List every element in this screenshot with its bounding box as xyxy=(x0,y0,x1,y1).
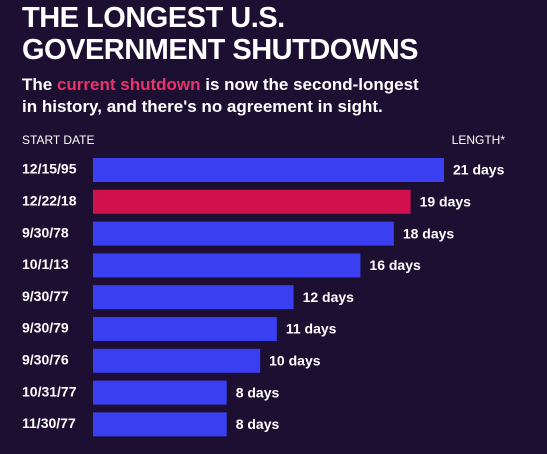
title-line: GOVERNMENT SHUTDOWNS xyxy=(22,34,419,66)
category-label: 9/30/79 xyxy=(22,320,69,336)
category-label: 9/30/77 xyxy=(22,288,69,304)
subtitle-text: is now the second-longest xyxy=(200,75,419,94)
value-label: 21 days xyxy=(453,162,505,178)
category-label: 9/30/76 xyxy=(22,352,69,368)
subtitle-text: in history, and there's no agreement in … xyxy=(22,97,383,116)
bar xyxy=(93,380,227,405)
subtitle-text: The xyxy=(22,75,57,94)
category-header: START DATE xyxy=(22,133,94,147)
value-label: 8 days xyxy=(236,384,280,400)
value-label: 16 days xyxy=(369,257,421,273)
bar xyxy=(93,317,277,341)
bar xyxy=(93,221,394,246)
subtitle-highlight: current shutdown xyxy=(56,75,201,94)
bar xyxy=(93,253,361,278)
category-label: 10/31/77 xyxy=(22,383,77,399)
value-label: 8 days xyxy=(236,416,280,432)
category-label: 9/30/78 xyxy=(22,224,69,240)
title: THE LONGEST U.S. GOVERNMENT SHUTDOWNS xyxy=(22,2,419,66)
category-label: 11/30/77 xyxy=(22,415,76,431)
category-label: 10/1/13 xyxy=(22,256,69,272)
bar xyxy=(93,412,227,437)
value-label: 12 days xyxy=(303,289,355,305)
bar xyxy=(93,348,261,373)
value-label: 10 days xyxy=(269,353,321,369)
value-header: LENGTH* xyxy=(452,133,506,147)
bar xyxy=(93,189,411,214)
value-label: 11 days xyxy=(286,321,337,337)
category-label: 12/22/18 xyxy=(22,193,77,209)
bar xyxy=(93,285,294,310)
value-label: 18 days xyxy=(403,225,455,241)
bar xyxy=(93,158,444,182)
title-line: THE LONGEST U.S. xyxy=(22,2,285,34)
value-label: 19 days xyxy=(420,194,472,210)
subtitle: The current shutdown is now the second-l… xyxy=(22,74,419,118)
category-label: 12/15/95 xyxy=(22,161,77,177)
